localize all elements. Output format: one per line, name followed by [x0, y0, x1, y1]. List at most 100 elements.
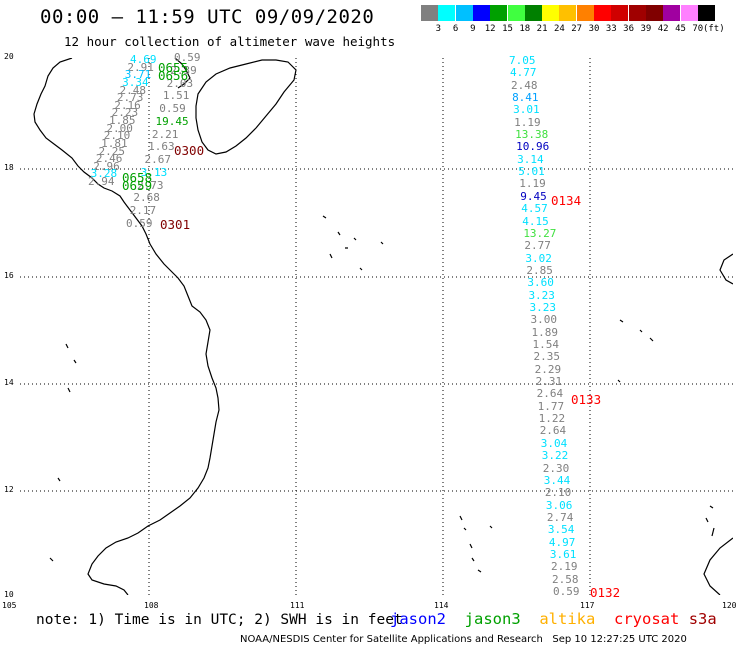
- wave-height-value: 1.63: [148, 140, 175, 154]
- lat-label-14: 14: [4, 378, 14, 387]
- wave-height-value: 13.38: [515, 128, 549, 142]
- wave-height-value: 2.21: [151, 127, 179, 141]
- wave-height-value: 1.81: [101, 136, 128, 150]
- scale-label: 33: [605, 24, 617, 34]
- wave-height-value: 5.01: [518, 165, 545, 179]
- lon-label-111: 111: [290, 601, 305, 610]
- lat-label-18: 18: [4, 163, 14, 172]
- scale-swatch: [542, 5, 560, 21]
- map-subtitle: 12 hour collection of altimeter wave hei…: [64, 34, 396, 49]
- wave-height-value: 10.96: [516, 140, 550, 154]
- wave-height-value: 2.48: [119, 83, 147, 97]
- wave-height-value: 3.54: [547, 523, 575, 537]
- wave-height-value: 4.15: [522, 214, 549, 228]
- wave-height-value: 3.28: [90, 167, 118, 181]
- lon-label-108: 108: [144, 601, 159, 610]
- wave-height-value: 19.45: [155, 114, 189, 128]
- satellite-altika: altika: [539, 610, 596, 628]
- scale-swatch: [628, 5, 646, 21]
- satellite-jason3: jason3: [464, 610, 521, 628]
- wave-height-value: 4.97: [548, 535, 576, 549]
- wave-height-value: 3.23: [529, 300, 556, 314]
- wave-height-value: 1.19: [519, 177, 546, 191]
- wave-height-value: 3.61: [549, 547, 577, 561]
- scale-swatch: [524, 5, 542, 21]
- scale-label: 36: [623, 24, 635, 34]
- wave-height-value: 3.04: [540, 436, 568, 450]
- wave-height-value: 2.00: [106, 121, 133, 135]
- wave-height-value: 2.39: [170, 63, 197, 77]
- map-area: [20, 58, 733, 595]
- lat-label-16: 16: [4, 271, 14, 280]
- satellite-legend: jason2 jason3 altika cryosat s3a: [390, 610, 717, 628]
- scale-swatch: [455, 5, 473, 21]
- lat-label-20: 20: [4, 52, 14, 61]
- wave-height-value: 3.34: [122, 75, 149, 89]
- wave-height-value: 3.60: [527, 276, 554, 290]
- scale-swatch: [421, 5, 438, 21]
- wave-height-value: 2.58: [551, 572, 579, 586]
- units-note: note: 1) Time is in UTC; 2) SWH is in fe…: [36, 612, 403, 628]
- scale-label: 27: [571, 24, 583, 34]
- scale-label: 42: [657, 24, 669, 34]
- scale-label: 3: [435, 24, 441, 34]
- wave-height-value: 2.73: [137, 178, 164, 192]
- scale-label: 45: [675, 24, 686, 34]
- scale-swatch: [438, 5, 456, 21]
- scale-swatch: [680, 5, 698, 21]
- wave-height-value: 0.59: [174, 51, 201, 64]
- scale-swatch: [576, 5, 594, 21]
- wave-height-value: 0.59: [159, 102, 186, 116]
- wave-height-value: 2.16: [114, 98, 141, 112]
- wave-height-value: 2.68: [133, 191, 160, 205]
- hainan-island: [195, 59, 297, 155]
- scale-label: 39: [640, 24, 652, 34]
- scale-swatch: [594, 5, 611, 21]
- wave-height-value: 2.10: [544, 486, 572, 500]
- scale-label: 21: [536, 24, 548, 34]
- mainland-coastline: [33, 58, 220, 595]
- wave-height-value: 2.85: [526, 263, 553, 277]
- wave-height-value: 3.02: [525, 251, 552, 265]
- wave-height-value: 9.45: [520, 189, 547, 203]
- scale-swatch: [663, 5, 681, 21]
- scale-label: 15: [502, 24, 513, 34]
- scale-swatch: [472, 5, 490, 21]
- wave-height-value: 2.23: [111, 106, 139, 120]
- wave-height-value: 1.77: [537, 399, 565, 413]
- wave-height-value: 4.69: [130, 53, 157, 66]
- pass-time-label: 0133: [571, 392, 602, 407]
- wave-height-value: 2.30: [542, 461, 570, 475]
- wave-height-value: 2.35: [533, 350, 561, 364]
- satellite-cryosat: cryosat: [614, 610, 680, 628]
- wave-height-value: 2.73: [116, 91, 144, 105]
- philippines-coastline: [719, 253, 733, 285]
- scale-unit: (ft): [702, 24, 725, 34]
- scale-label: 24: [553, 24, 565, 34]
- wave-height-value: 3.00: [530, 313, 557, 327]
- wave-height-value: 7.05: [509, 54, 536, 67]
- pass-time-label: 0659: [122, 178, 153, 193]
- wave-height-value: 2.03: [166, 76, 194, 90]
- wave-height-value: 3.14: [517, 152, 544, 166]
- wave-height-value: 1.89: [531, 325, 559, 339]
- satellite-s3a: s3a: [688, 610, 717, 628]
- wave-height-value: 3.44: [543, 473, 571, 487]
- wave-height-value: 2.48: [511, 78, 538, 92]
- lon-label-117: 117: [580, 601, 595, 610]
- scale-swatch: [611, 5, 629, 21]
- lon-label-114: 114: [434, 601, 449, 610]
- lat-label-12: 12: [4, 485, 14, 494]
- pass-time-label: 0134: [551, 193, 582, 208]
- wave-height-value: 2.64: [539, 424, 567, 438]
- scale-label: 70: [692, 24, 704, 34]
- wave-height-value: 4.57: [521, 202, 548, 216]
- scale-label: 18: [519, 24, 531, 34]
- wave-height-value: 3.22: [541, 449, 569, 463]
- scale-label: 12: [484, 24, 496, 34]
- scale-swatch: [507, 5, 525, 21]
- satellite-jason2: jason2: [390, 610, 446, 628]
- wave-height-value: 3.23: [528, 288, 555, 302]
- pass-time-label: 0132: [590, 585, 621, 600]
- wave-height-value: 3.01: [513, 103, 540, 117]
